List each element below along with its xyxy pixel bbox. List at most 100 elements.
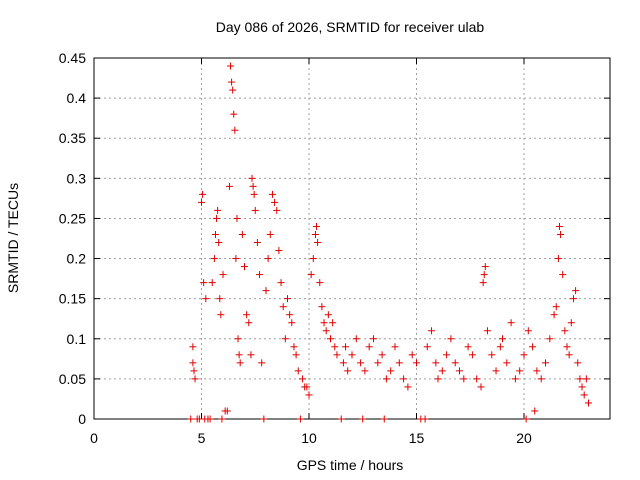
data-point: [243, 311, 251, 319]
grid-lines: [94, 58, 610, 419]
data-point: [365, 343, 373, 351]
data-point: [529, 343, 537, 351]
data-point: [241, 263, 248, 271]
data-point: [342, 343, 350, 351]
data-point: [432, 359, 440, 367]
y-tick-label: 0.2: [67, 251, 87, 267]
data-point: [492, 367, 500, 375]
data-point: [247, 351, 255, 359]
data-point: [266, 230, 274, 238]
data-point: [473, 375, 481, 383]
data-point: [578, 383, 586, 391]
data-point: [559, 271, 567, 279]
data-point: [206, 415, 214, 423]
x-tick-label: 10: [301, 430, 317, 446]
y-axis-label: SRMTID / TECUs: [5, 183, 21, 293]
data-point: [582, 375, 590, 383]
data-point: [522, 415, 530, 423]
data-point: [561, 327, 569, 335]
data-point: [516, 367, 524, 375]
data-point: [554, 255, 562, 263]
y-tick-label: 0.25: [59, 210, 86, 226]
data-point: [464, 343, 472, 351]
plot-frame: [93, 57, 611, 420]
data-point: [273, 206, 281, 214]
data-point: [288, 319, 296, 327]
y-tick-label: 0.05: [59, 371, 86, 387]
data-point: [307, 271, 315, 279]
data-point: [324, 311, 332, 319]
data-point: [294, 367, 302, 375]
data-point: [303, 383, 311, 391]
data-point: [234, 335, 242, 343]
data-point: [299, 375, 307, 383]
y-tick-label: 0.1: [67, 331, 87, 347]
data-point: [580, 391, 588, 399]
data-point: [468, 351, 476, 359]
data-point: [428, 327, 436, 335]
data-point: [253, 239, 261, 247]
y-tick-label: 0.35: [59, 130, 86, 146]
data-point: [520, 351, 528, 359]
y-tick-label: 0.3: [67, 170, 87, 186]
data-point: [555, 222, 563, 230]
data-point: [208, 279, 216, 287]
data-point: [187, 415, 195, 423]
data-point: [223, 407, 231, 415]
x-axis-label: GPS time / hours: [297, 457, 404, 473]
data-point: [361, 367, 369, 375]
data-point: [225, 182, 233, 190]
data-point: [284, 295, 291, 303]
data-point: [387, 367, 395, 375]
chart-title: Day 086 of 2026, SRMTID for receiver ula…: [216, 19, 485, 35]
data-point: [423, 343, 431, 351]
data-point: [249, 182, 257, 190]
data-point: [217, 311, 225, 319]
data-point: [391, 343, 399, 351]
data-point: [348, 351, 356, 359]
data-point: [199, 190, 207, 198]
data-point: [264, 255, 272, 263]
data-point: [569, 295, 577, 303]
y-tick-label: 0.45: [59, 50, 86, 66]
data-point: [248, 174, 256, 182]
data-point: [318, 303, 326, 311]
data-point: [404, 383, 412, 391]
data-point: [503, 359, 511, 367]
data-point: [479, 279, 487, 287]
data-point: [219, 271, 227, 279]
data-point: [215, 239, 223, 247]
data-point: [370, 335, 377, 343]
data-point: [305, 391, 313, 399]
data-point: [229, 86, 237, 94]
x-tick-label: 5: [198, 430, 206, 446]
data-point: [277, 279, 285, 287]
data-point: [357, 359, 365, 367]
data-point: [256, 271, 264, 279]
data-point: [268, 190, 276, 198]
data-point: [359, 415, 367, 423]
x-tick-label: 20: [516, 430, 532, 446]
data-point: [279, 303, 287, 311]
data-point: [447, 335, 455, 343]
data-point: [200, 279, 208, 287]
data-point: [565, 351, 573, 359]
y-tick-label: 0.15: [59, 291, 86, 307]
data-point: [533, 367, 541, 375]
data-point: [210, 255, 218, 263]
data-point: [344, 367, 352, 375]
data-point: [316, 279, 324, 287]
x-tick-label: 15: [409, 430, 425, 446]
data-point: [378, 351, 386, 359]
data-point: [213, 214, 221, 222]
data-point: [309, 255, 317, 263]
data-point: [477, 383, 485, 391]
data-point: [337, 415, 345, 423]
data-point: [499, 335, 506, 343]
data-point: [290, 343, 298, 351]
data-point: [585, 399, 592, 407]
data-point: [400, 375, 408, 383]
data-point: [314, 239, 322, 247]
data-point: [550, 311, 558, 319]
data-point: [574, 359, 582, 367]
